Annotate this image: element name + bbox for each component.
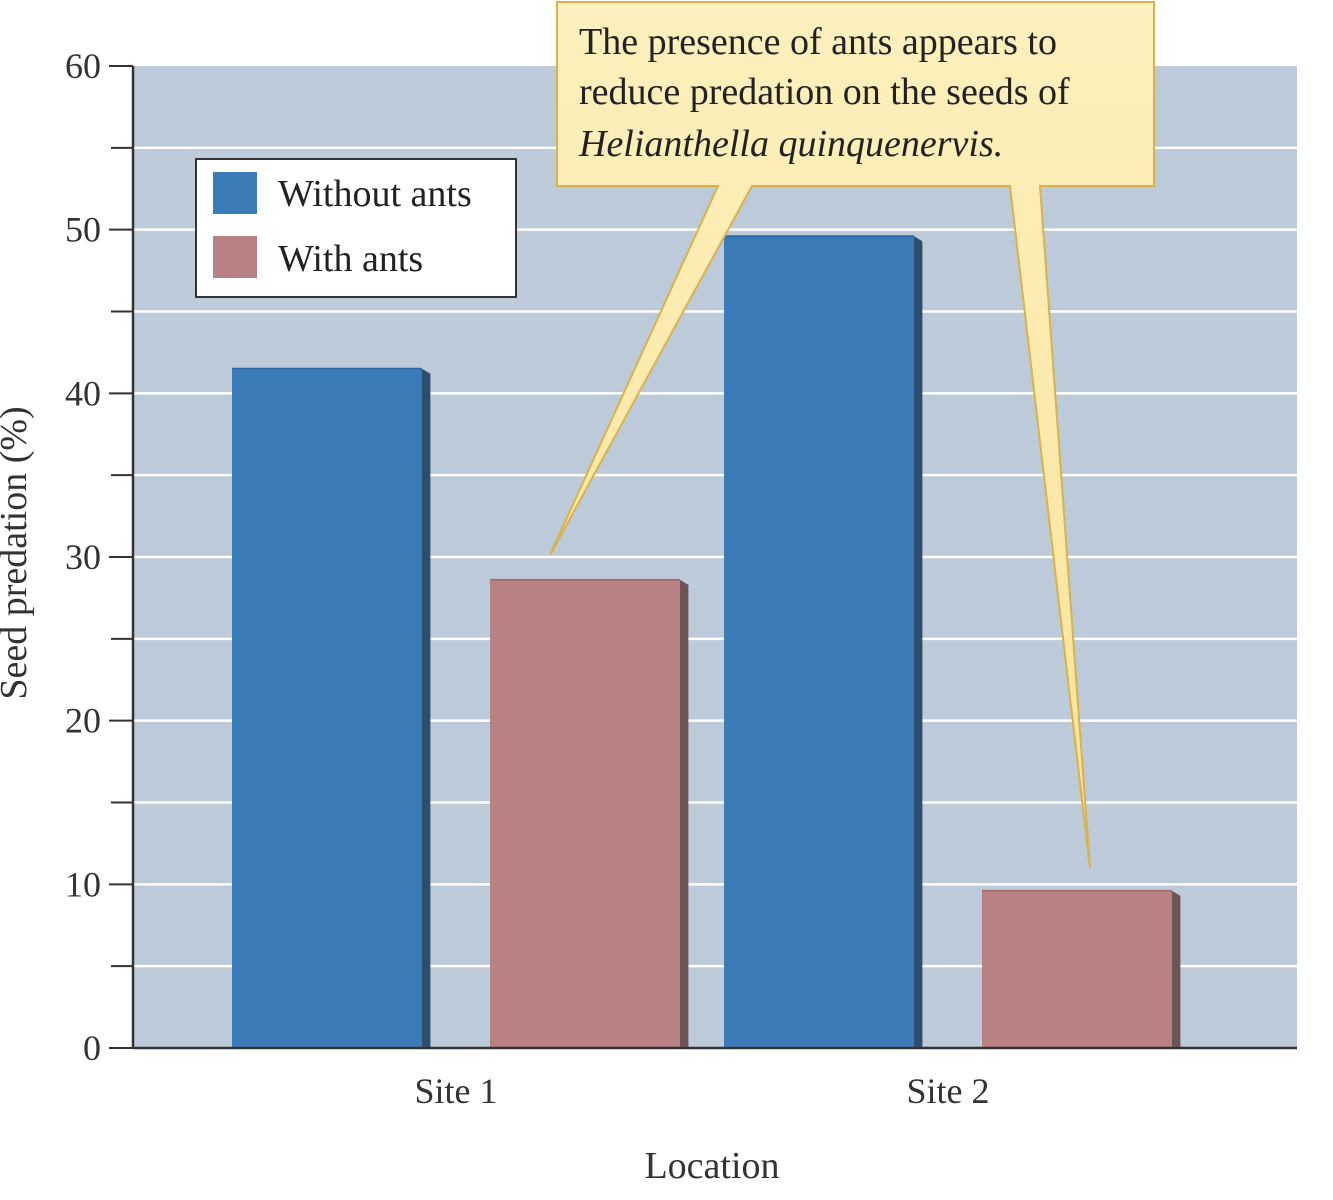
legend-label-with-ants: With ants xyxy=(278,238,423,280)
legend: Without ants With ants xyxy=(195,158,517,298)
y-tick-label: 20 xyxy=(65,701,101,741)
legend-swatch-without-ants xyxy=(213,172,257,214)
callout-line-2: reduce predation on the seeds of xyxy=(579,71,1070,113)
bar-without-ants-site-1 xyxy=(232,368,422,1048)
legend-swatch-with-ants xyxy=(213,236,257,278)
callout-shape xyxy=(549,1,1155,869)
bar-with-ants-site-1 xyxy=(490,579,680,1048)
y-tick-label: 0 xyxy=(83,1028,101,1068)
y-axis-title: Seed predation (%) xyxy=(0,406,35,699)
y-tick-label: 30 xyxy=(65,537,101,577)
x-tick-label-site-1: Site 1 xyxy=(414,1071,497,1111)
legend-label-without-ants: Without ants xyxy=(278,173,472,215)
bars xyxy=(232,235,1181,1049)
bar-with-ants-site-2 xyxy=(982,890,1172,1048)
bar-without-ants-site-2-side xyxy=(914,236,923,1049)
y-tick-label: 10 xyxy=(65,864,101,904)
bar-with-ants-site-2-side xyxy=(1172,890,1181,1048)
y-tick-label: 60 xyxy=(65,46,101,86)
x-tick-label-site-2: Site 2 xyxy=(906,1071,989,1111)
bar-without-ants-site-2 xyxy=(724,236,914,1049)
y-tick-label: 40 xyxy=(65,373,101,413)
callout-line-3: Helianthella quinquenervis. xyxy=(578,123,1003,165)
callout-line-1: The presence of ants appears to xyxy=(579,21,1057,63)
bar-with-ants-site-1-side xyxy=(680,579,689,1048)
bar-without-ants-site-1-side xyxy=(422,368,431,1048)
y-tick-label: 50 xyxy=(65,210,101,250)
annotation-callout: The presence of ants appears to reduce p… xyxy=(549,1,1155,869)
y-ticks: 0 10 20 30 40 50 60 xyxy=(65,46,133,1068)
x-axis-title: Location xyxy=(644,1145,779,1187)
